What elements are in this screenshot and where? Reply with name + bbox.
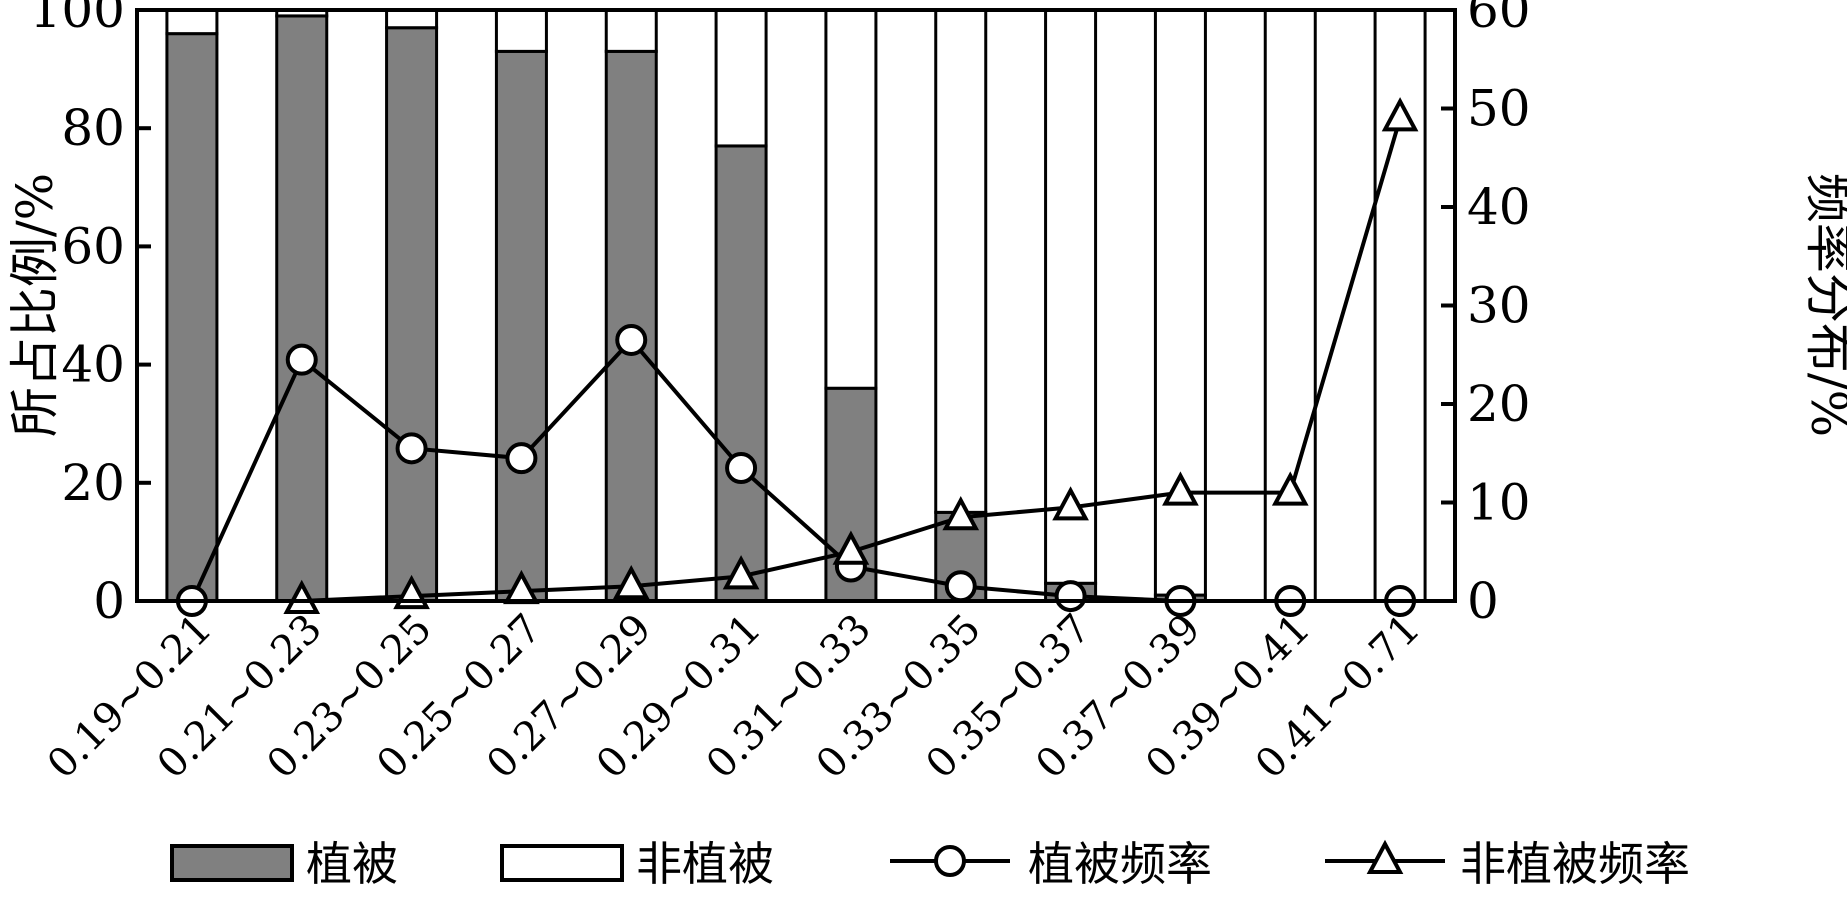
point-triangle-5	[722, 555, 760, 590]
point-circle-8	[1054, 580, 1087, 613]
bar-non-vegetation-5	[714, 8, 768, 148]
legend-marker-circle	[934, 845, 966, 877]
tick-right-label-4: 40	[1467, 178, 1531, 236]
bar-vegetation-0	[165, 32, 219, 603]
bar-non-vegetation-10	[1263, 8, 1317, 603]
point-circle-3	[505, 442, 538, 475]
tick-left-label-0: 0	[93, 572, 125, 630]
point-triangle-8	[1052, 486, 1089, 521]
bar-vegetation-2	[385, 26, 439, 603]
bar-non-vegetation-4	[604, 8, 658, 53]
axis-ticks: 0 20 40 60 80 100 0 10 20 30 40 50 60	[30, 0, 1531, 630]
legend-label-vegetation: 植被	[306, 837, 398, 891]
tick-right-label-3: 30	[1467, 277, 1531, 335]
point-triangle-11	[1381, 97, 1419, 132]
legend-swatch-vegetation	[170, 844, 294, 882]
bar-vegetation-5	[714, 144, 768, 603]
legend-marker-triangle	[1366, 839, 1404, 874]
point-triangle-6	[832, 530, 870, 565]
tick-left-label-5: 100	[30, 0, 125, 39]
bar-non-vegetation-2	[385, 8, 439, 30]
legend-label-non-vegetation: 非植被	[636, 837, 774, 891]
tick-left-label-2: 40	[61, 336, 125, 394]
point-circle-1	[285, 343, 318, 376]
bars-layer	[165, 8, 1427, 603]
tick-right-label-1: 10	[1467, 474, 1531, 532]
y-axis-right-label: 频率分布/%	[1800, 173, 1847, 437]
point-circle-5	[725, 452, 758, 485]
tick-left-label-1: 20	[61, 454, 125, 512]
legend-label-non-vegetation-frequency: 非植被频率	[1460, 837, 1690, 891]
point-circle-2	[395, 432, 428, 465]
tick-left-label-3: 60	[61, 217, 125, 275]
point-triangle-1	[283, 579, 321, 614]
bar-vegetation-1	[275, 14, 329, 603]
point-triangle-7	[942, 496, 980, 531]
point-circle-4	[615, 323, 648, 356]
y-axis-left-label: 所占比例/%	[6, 173, 64, 437]
tick-left-label-4: 80	[61, 99, 125, 157]
legend: 植被 非植被 植被频率 非植被频率	[170, 837, 1690, 891]
lines-layer	[175, 97, 1419, 617]
plot-frame	[135, 8, 1457, 603]
legend-label-vegetation-frequency: 植被频率	[1028, 837, 1212, 891]
point-triangle-9	[1162, 471, 1199, 506]
tick-right-label-0: 0	[1467, 572, 1499, 630]
point-triangle-4	[612, 564, 650, 600]
point-circle-7	[944, 570, 977, 603]
bar-non-vegetation-0	[165, 8, 219, 36]
point-triangle-10	[1271, 471, 1309, 506]
tick-right-label-6: 60	[1467, 0, 1531, 39]
bar-vegetation-3	[494, 49, 548, 603]
bar-non-vegetation-6	[824, 8, 878, 390]
tick-right-label-2: 20	[1467, 375, 1531, 433]
line-series-0	[190, 336, 1401, 603]
tick-right-label-5: 50	[1467, 80, 1531, 138]
bar-non-vegetation-7	[934, 8, 988, 514]
bar-non-vegetation-3	[494, 8, 548, 53]
x-tick-labels: 0.19~0.210.21~0.230.23~0.250.25~0.270.27…	[39, 606, 1429, 788]
bar-non-vegetation-9	[1153, 8, 1207, 597]
legend-swatch-non-vegetation	[500, 844, 624, 882]
